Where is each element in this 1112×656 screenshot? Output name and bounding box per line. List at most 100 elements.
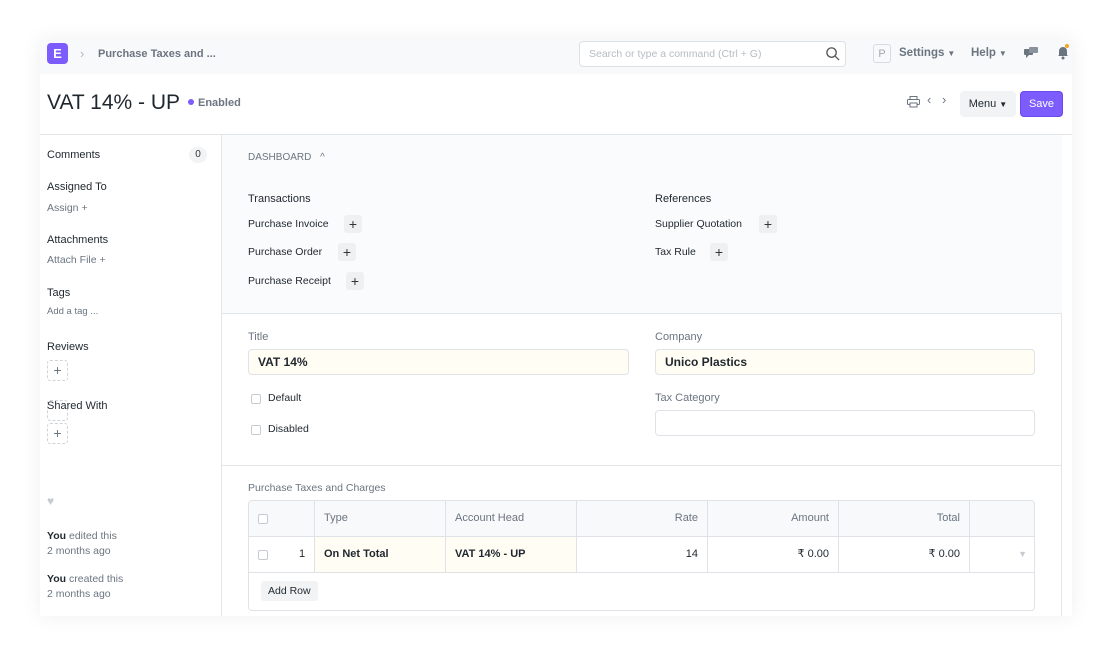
table-header: Type Account Head Rate Amount Total <box>249 501 1034 537</box>
divider <box>40 134 1072 135</box>
column-header-amount: Amount <box>707 501 838 536</box>
select-all-checkbox[interactable] <box>258 514 268 524</box>
caret-down-icon: ▼ <box>947 49 956 58</box>
add-row-button[interactable]: Add Row <box>261 581 318 601</box>
row-index: 1 <box>299 548 306 560</box>
title-label: Title <box>248 331 269 343</box>
cell-account-head[interactable]: VAT 14% - UP <box>445 537 576 572</box>
tax-category-field[interactable] <box>655 410 1035 436</box>
add-supplier-quotation-button[interactable]: + <box>759 215 777 233</box>
add-tax-rule-button[interactable]: + <box>710 243 728 261</box>
default-label: Default <box>268 392 302 404</box>
dashboard-toggle[interactable]: DASHBOARD ^ <box>248 152 325 163</box>
tax-category-label: Tax Category <box>655 392 720 404</box>
activity-time: 2 months ago <box>47 545 111 557</box>
dashboard-label: DASHBOARD <box>248 152 312 163</box>
add-tag-link[interactable]: Add a tag ... <box>47 306 99 317</box>
next-icon[interactable]: › <box>942 92 947 107</box>
activity-item: You created this <box>47 573 123 585</box>
column-header-account-head: Account Head <box>445 501 576 536</box>
references-title: References <box>655 193 712 205</box>
add-share-button[interactable]: + <box>47 423 68 444</box>
comments-label[interactable]: Comments <box>47 149 101 161</box>
sidebar: Comments 0 Assigned To Assign + Attachme… <box>40 135 222 616</box>
add-purchase-receipt-button[interactable]: + <box>346 272 364 290</box>
chevron-right-icon: › <box>80 46 85 61</box>
previous-icon[interactable]: ‹ <box>927 92 932 107</box>
link-purchase-invoice[interactable]: Purchase Invoice <box>248 218 329 230</box>
disabled-checkbox[interactable] <box>251 425 261 435</box>
plus-icon: + <box>99 254 106 266</box>
add-purchase-order-button[interactable]: + <box>338 243 356 261</box>
add-review-button[interactable] <box>47 400 68 421</box>
settings-label: Settings <box>899 47 945 59</box>
taxes-table-label: Purchase Taxes and Charges <box>248 482 386 494</box>
assigned-to-label: Assigned To <box>47 181 107 193</box>
attachments-label: Attachments <box>47 234 109 246</box>
attach-file-link[interactable]: Attach File + <box>47 254 106 266</box>
settings-dropdown[interactable]: Settings ▼ <box>899 47 955 59</box>
activity-user: You <box>47 573 67 585</box>
printer-icon[interactable] <box>907 96 920 108</box>
dashboard-section: DASHBOARD ^ Transactions Purchase Invoic… <box>222 135 1062 314</box>
table-row[interactable]: 1 On Net Total VAT 14% - UP 14 ₹ 0.00 ₹ … <box>249 537 1034 573</box>
assign-link[interactable]: Assign + <box>47 202 88 214</box>
status-badge: Enabled <box>188 97 241 109</box>
add-review-button[interactable]: + <box>47 360 68 381</box>
reviews-label: Reviews <box>47 341 89 353</box>
menu-label: Menu <box>968 98 997 110</box>
default-checkbox[interactable] <box>251 394 261 404</box>
column-header-total: Total <box>838 501 969 536</box>
chat-icon[interactable] <box>1024 47 1038 60</box>
activity-action: created this <box>66 573 124 585</box>
add-purchase-invoice-button[interactable]: + <box>344 215 362 233</box>
heart-icon[interactable]: ♥ <box>47 494 55 508</box>
cell-total[interactable]: ₹ 0.00 <box>838 537 969 572</box>
row-checkbox[interactable] <box>258 550 268 560</box>
navbar: E › Purchase Taxes and ... P Settings▼ H… <box>40 40 1072 74</box>
column-header-type: Type <box>314 501 445 536</box>
column-header-actions <box>969 501 1034 536</box>
tags-label: Tags <box>47 287 71 299</box>
status-dot-icon <box>188 99 194 105</box>
search-input[interactable] <box>580 42 810 66</box>
page-card: E › Purchase Taxes and ... P Settings▼ H… <box>40 40 1072 616</box>
row-dropdown-icon[interactable]: ▼ <box>969 537 1034 572</box>
assign-label: Assign <box>47 202 79 214</box>
link-supplier-quotation[interactable]: Supplier Quotation <box>655 218 742 230</box>
company-field[interactable]: Unico Plastics <box>655 349 1035 375</box>
attach-file-label: Attach File <box>47 254 97 266</box>
link-purchase-receipt[interactable]: Purchase Receipt <box>248 275 331 287</box>
company-label: Company <box>655 331 703 343</box>
status-text: Enabled <box>198 97 241 109</box>
save-button[interactable]: Save <box>1020 91 1063 117</box>
breadcrumb[interactable]: Purchase Taxes and ... <box>98 48 216 60</box>
search-icon[interactable] <box>825 46 840 61</box>
cell-type[interactable]: On Net Total <box>314 537 445 572</box>
plus-icon: + <box>81 202 88 214</box>
activity-action: edited this <box>66 530 117 542</box>
chevron-up-icon: ^ <box>320 152 325 163</box>
transactions-title: Transactions <box>248 193 311 205</box>
activity-time: 2 months ago <box>47 588 111 600</box>
link-purchase-order[interactable]: Purchase Order <box>248 246 323 258</box>
app-logo[interactable]: E <box>47 43 68 64</box>
link-tax-rule[interactable]: Tax Rule <box>655 246 696 258</box>
comments-count: 0 <box>189 147 207 163</box>
avatar[interactable]: P <box>873 44 891 63</box>
caret-down-icon: ▼ <box>998 49 1007 58</box>
title-field[interactable]: VAT 14% <box>248 349 629 375</box>
help-label: Help <box>971 47 996 59</box>
taxes-table: Type Account Head Rate Amount Total 1 On… <box>248 500 1035 611</box>
main-content: DASHBOARD ^ Transactions Purchase Invoic… <box>222 135 1062 616</box>
column-header-rate: Rate <box>576 501 707 536</box>
activity-user: You <box>47 530 67 542</box>
menu-button[interactable]: Menu ▼ <box>960 91 1016 117</box>
divider <box>222 465 1062 466</box>
page-title: VAT 14% - UP <box>47 91 181 114</box>
help-dropdown[interactable]: Help ▼ <box>971 47 1007 59</box>
cell-amount[interactable]: ₹ 0.00 <box>707 537 838 572</box>
cell-rate[interactable]: 14 <box>576 537 707 572</box>
search-bar <box>579 41 846 67</box>
bell-icon[interactable] <box>1056 44 1070 60</box>
